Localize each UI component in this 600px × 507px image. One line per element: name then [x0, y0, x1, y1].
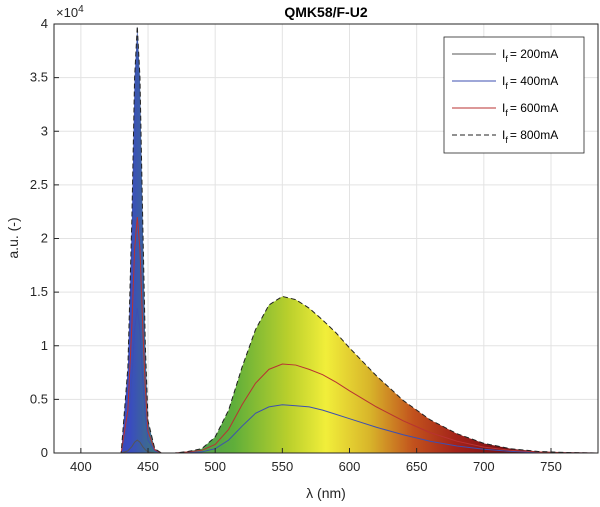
legend-series-name: = 200mA [510, 47, 558, 61]
series-line-1 [54, 308, 598, 453]
y-tick-label: 2 [41, 231, 48, 246]
x-tick-label: 500 [204, 459, 226, 474]
legend-series-name: = 800mA [510, 128, 558, 142]
legend-subscript: f [505, 54, 508, 64]
chart-title: QMK58/F-U2 [284, 4, 367, 20]
legend-prefix: I [502, 128, 505, 142]
series-line-2 [54, 217, 598, 453]
x-axis-label: λ (nm) [306, 485, 346, 501]
spectrum-area [54, 26, 598, 453]
legend-prefix: I [502, 101, 505, 115]
axis-ticks: 400 450 500 550 600 650 700 750 0 0.5 1 1.5 2 2.5 3 3.5… [30, 16, 562, 474]
legend-label: If = 200mA [502, 47, 558, 64]
legend-box [443, 36, 585, 154]
y-tick-label: 3.5 [30, 70, 48, 85]
legend-label: If = 600mA [502, 101, 558, 118]
x-tick-label: 450 [137, 459, 159, 474]
x-tick-label: 400 [70, 459, 92, 474]
legend-subscript: f [505, 135, 508, 145]
y-tick-label: 1 [41, 338, 48, 353]
x-tick-label: 600 [339, 459, 361, 474]
x-tick-label: 550 [271, 459, 293, 474]
y-axis-label: a.u. (-) [5, 217, 21, 258]
legend-label: If = 400mA [502, 74, 558, 91]
y-tick-label: 0 [41, 445, 48, 460]
series-lines [54, 26, 598, 453]
y-tick-label: 2.5 [30, 177, 48, 192]
y-tick-label: 1.5 [30, 284, 48, 299]
x-tick-label: 700 [473, 459, 495, 474]
x-tick-label: 750 [540, 459, 562, 474]
y-tick-label: 4 [41, 16, 48, 31]
legend-subscript: f [505, 81, 508, 91]
legend-label: If = 800mA [502, 128, 558, 145]
legend-prefix: I [502, 47, 505, 61]
series-line-3 [54, 26, 598, 453]
x-tick-label: 650 [406, 459, 428, 474]
spectrum-fill [54, 26, 598, 453]
legend-series-name: = 600mA [510, 101, 558, 115]
legend-subscript: f [505, 108, 508, 118]
y-tick-label: 3 [41, 123, 48, 138]
y-exponent-label: ×104 [56, 4, 84, 20]
legend-prefix: I [502, 74, 505, 88]
series-line-0 [54, 439, 598, 453]
y-tick-label: 0.5 [30, 391, 48, 406]
legend-series-name: = 400mA [510, 74, 558, 88]
